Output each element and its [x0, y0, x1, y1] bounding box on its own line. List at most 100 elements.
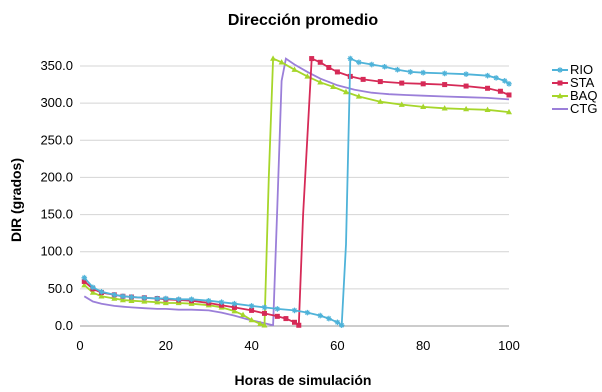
data-point-rio — [274, 306, 281, 312]
y-tick-label: 300.0 — [40, 95, 73, 110]
data-point-rio — [205, 297, 212, 304]
data-point-sta — [420, 81, 426, 87]
data-point-baq — [441, 105, 448, 111]
legend-item-sta: STA — [552, 75, 595, 90]
y-axis-ticks: 0.0 50.0 100.0 150.0 200.0 250.0 300.0 350.0 — [40, 58, 73, 333]
data-point-sta — [506, 92, 512, 98]
data-point-baq — [317, 79, 324, 85]
data-point-baq — [257, 320, 264, 326]
data-point-baq — [463, 105, 470, 112]
legend-marker — [557, 80, 563, 86]
data-point-rio — [441, 70, 448, 77]
legend-marker — [557, 67, 563, 73]
data-point-rio — [304, 309, 311, 316]
series-rio — [81, 55, 512, 329]
series-ctg — [83, 57, 510, 327]
y-tick-label: 200.0 — [40, 169, 73, 184]
data-point-rio — [81, 274, 88, 281]
legend-label: CTG — [570, 101, 597, 116]
x-tick-label: 80 — [416, 338, 430, 353]
data-point-rio — [484, 72, 491, 79]
data-point-rio — [317, 312, 324, 319]
x-tick-label: 60 — [330, 338, 344, 353]
data-point-sta — [360, 76, 366, 82]
data-point-rio — [98, 289, 105, 295]
data-point-rio — [338, 322, 345, 329]
data-point-baq — [240, 311, 247, 318]
series-layer — [81, 55, 512, 329]
data-point-baq — [261, 322, 268, 328]
data-point-rio — [218, 299, 225, 306]
data-point-rio — [154, 295, 161, 302]
data-point-baq — [330, 83, 337, 89]
data-point-rio — [334, 319, 341, 326]
data-point-rio — [231, 300, 238, 307]
data-point-sta — [399, 80, 405, 86]
data-point-baq — [231, 307, 238, 314]
data-point-baq — [119, 296, 126, 303]
data-point-rio — [188, 296, 195, 303]
data-point-baq — [355, 93, 362, 99]
data-point-sta — [81, 278, 87, 284]
data-point-baq — [484, 106, 491, 113]
data-point-sta — [377, 79, 383, 85]
data-point-rio — [163, 295, 169, 302]
data-point-sta — [463, 83, 469, 89]
x-axis-ticks: 0 20 40 60 80 100 — [76, 338, 519, 353]
data-point-sta — [219, 302, 225, 308]
data-point-rio — [291, 307, 298, 314]
x-tick-label: 40 — [244, 338, 258, 353]
data-point-baq — [154, 299, 161, 305]
data-point-sta — [296, 322, 302, 328]
data-point-rio — [326, 315, 332, 322]
y-tick-label: 50.0 — [48, 281, 73, 296]
data-point-baq — [342, 88, 349, 95]
y-tick-label: 0.0 — [55, 318, 73, 333]
data-point-baq — [420, 103, 427, 110]
y-tick-label: 350.0 — [40, 58, 73, 73]
data-point-baq — [398, 101, 405, 107]
data-point-rio — [128, 294, 135, 300]
data-point-baq — [291, 66, 298, 72]
legend-item-baq: BAQ — [552, 88, 597, 103]
series-line-rio — [83, 57, 510, 327]
data-point-baq — [304, 73, 311, 79]
legend-label: BAQ — [570, 88, 597, 103]
x-axis-label: Horas de simulación — [235, 372, 372, 388]
data-point-rio — [356, 59, 362, 66]
x-tick-label: 20 — [159, 338, 173, 353]
data-point-rio — [261, 304, 268, 311]
data-point-rio — [175, 296, 182, 303]
data-point-sta — [317, 59, 323, 65]
data-point-rio — [120, 293, 126, 300]
data-point-rio — [248, 303, 255, 309]
data-point-sta — [309, 56, 315, 62]
data-point-rio — [381, 63, 388, 70]
data-point-sta — [261, 310, 267, 316]
data-point-sta — [442, 82, 448, 88]
data-point-rio — [394, 66, 401, 73]
data-point-rio — [368, 61, 375, 68]
series-line-ctg — [83, 57, 510, 327]
data-point-rio — [463, 71, 469, 77]
data-point-rio — [420, 69, 426, 76]
data-point-sta — [231, 304, 237, 310]
data-point-sta — [485, 85, 491, 91]
data-point-sta — [334, 69, 340, 75]
data-point-baq — [270, 55, 277, 61]
data-point-rio — [493, 75, 499, 81]
series-baq — [81, 55, 512, 328]
data-point-rio — [141, 294, 148, 301]
legend-marker — [557, 92, 563, 99]
data-point-baq — [506, 108, 512, 115]
legend-label: RIO — [570, 62, 593, 77]
data-point-baq — [162, 299, 169, 306]
data-point-sta — [274, 313, 280, 319]
data-point-baq — [81, 281, 88, 288]
data-point-rio — [90, 284, 96, 291]
series-line-sta — [83, 57, 510, 327]
data-point-rio — [501, 78, 508, 84]
legend-item-ctg: CTG — [552, 101, 597, 116]
